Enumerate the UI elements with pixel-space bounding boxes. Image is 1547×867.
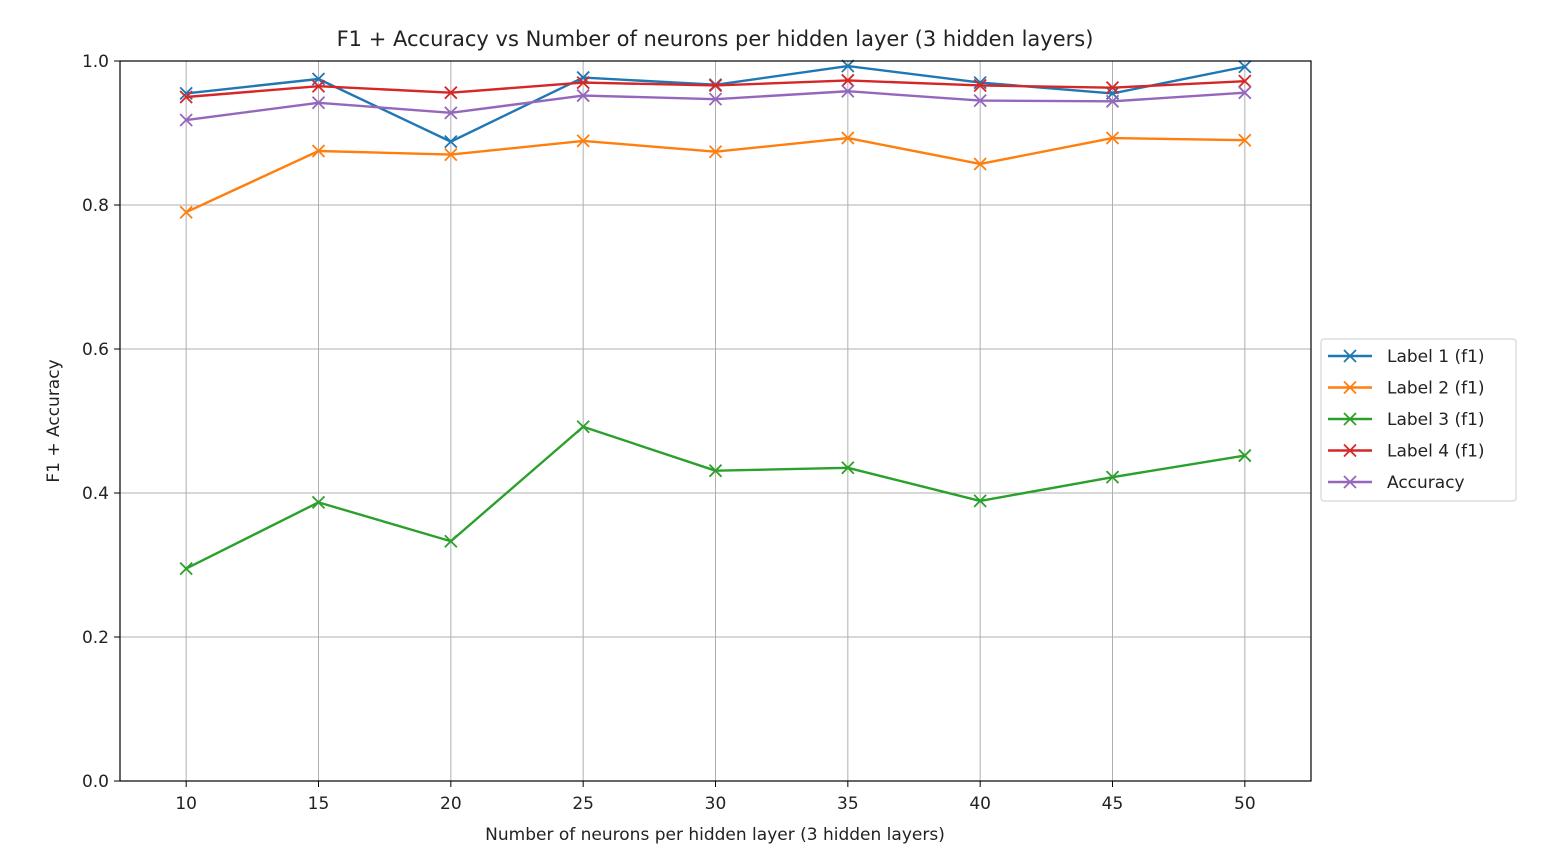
data-point-marker	[1238, 60, 1252, 74]
legend-swatch-marker	[1343, 443, 1357, 458]
y-axis-label: F1 + Accuracy	[44, 359, 64, 482]
x-tick-label: 30	[705, 794, 727, 814]
legend-label: Accuracy	[1387, 473, 1465, 493]
y-tick-label: 1.0	[82, 52, 109, 72]
legend-label: Label 4 (f1)	[1387, 442, 1485, 462]
data-point-marker	[179, 113, 193, 127]
legend-swatch-marker	[1343, 349, 1357, 363]
data-point-marker	[841, 131, 855, 145]
data-point-marker	[444, 86, 458, 100]
x-tick-label: 40	[969, 794, 991, 814]
data-point-marker	[841, 59, 855, 73]
data-point-marker	[708, 92, 723, 106]
series-5	[179, 84, 1252, 127]
data-point-marker	[1238, 448, 1252, 463]
y-tick-label: 0.2	[82, 628, 109, 648]
legend-swatch-marker	[1343, 412, 1357, 426]
data-point-marker	[444, 147, 458, 162]
legend-swatch-marker	[1343, 380, 1357, 395]
data-point-marker	[1105, 81, 1120, 95]
chart-title: F1 + Accuracy vs Number of neurons per h…	[337, 27, 1094, 51]
data-point-marker	[841, 461, 855, 475]
series-lines	[179, 59, 1252, 576]
data-point-marker	[444, 106, 458, 120]
data-point-marker	[179, 561, 193, 576]
legend-item: Label 1 (f1)	[1328, 347, 1485, 367]
legend-swatch-marker	[1343, 475, 1357, 489]
data-point-marker	[576, 88, 590, 103]
y-tick-label: 0.4	[82, 484, 109, 504]
data-point-marker	[1238, 86, 1252, 100]
data-point-marker	[179, 90, 193, 104]
data-point-marker	[311, 144, 326, 158]
x-tick-label: 10	[175, 794, 197, 814]
y-tick-label: 0.6	[82, 340, 109, 360]
data-point-marker	[1238, 133, 1252, 147]
legend-label: Label 1 (f1)	[1387, 347, 1485, 367]
data-point-marker	[973, 157, 987, 171]
data-point-marker	[841, 84, 855, 98]
legend-label: Label 3 (f1)	[1387, 410, 1485, 430]
x-tick-label: 45	[1102, 794, 1124, 814]
data-point-marker	[576, 75, 590, 90]
data-point-marker	[973, 494, 987, 508]
data-point-marker	[444, 135, 458, 149]
x-tick-label: 25	[572, 794, 594, 814]
legend-item: Label 4 (f1)	[1328, 442, 1485, 462]
x-tick-label: 50	[1234, 794, 1256, 814]
data-point-marker	[973, 93, 987, 108]
x-tick-label: 35	[837, 794, 859, 814]
data-point-marker	[973, 78, 987, 93]
legend-frame	[1320, 338, 1517, 502]
data-point-marker	[1238, 74, 1252, 88]
data-point-marker	[576, 420, 590, 434]
legend: Label 1 (f1) Label 2 (f1) Label 3 (f1) Labe…	[1320, 338, 1517, 502]
legend-item: Label 2 (f1)	[1328, 379, 1485, 399]
x-tick-label: 15	[308, 794, 330, 814]
data-point-marker	[311, 96, 326, 110]
data-point-marker	[179, 205, 193, 219]
data-point-marker	[311, 79, 326, 93]
data-point-marker	[1105, 94, 1120, 108]
series-2	[179, 131, 1252, 219]
x-axis-label: Number of neurons per hidden layer (3 hi…	[485, 825, 945, 845]
axis-ticks: 10 15 20 25 30 35 40 45 50 0.0 0.2 0.4 0.6 0.8 1.0	[82, 52, 1256, 814]
series-3	[179, 420, 1252, 576]
x-tick-label: 20	[440, 794, 462, 814]
data-point-marker	[444, 534, 458, 548]
legend-item: Label 3 (f1)	[1328, 410, 1485, 430]
data-point-marker	[708, 78, 723, 93]
data-point-marker	[311, 495, 326, 509]
legend-label: Label 2 (f1)	[1387, 379, 1485, 399]
y-tick-label: 0.0	[82, 772, 109, 792]
legend-item: Accuracy	[1328, 473, 1465, 493]
data-point-marker	[1105, 131, 1120, 145]
y-tick-label: 0.8	[82, 196, 109, 216]
data-point-marker	[841, 73, 855, 88]
data-point-marker	[708, 145, 723, 159]
data-point-marker	[576, 134, 590, 148]
data-point-marker	[1105, 470, 1120, 484]
series-4	[179, 73, 1252, 104]
data-point-marker	[708, 464, 723, 478]
